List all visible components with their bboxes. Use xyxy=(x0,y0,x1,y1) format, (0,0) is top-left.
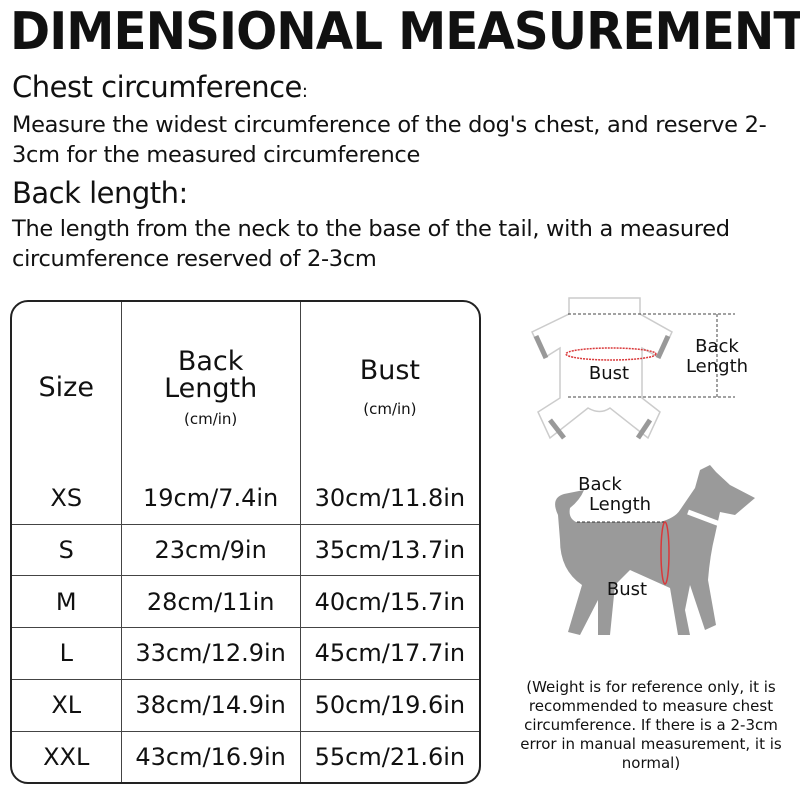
back-length-cell: 33cm/12.9in xyxy=(120,627,301,680)
header-bust-label: Bust xyxy=(359,355,421,387)
bust-ellipse xyxy=(565,347,657,361)
dog-diagram: Back Length Bust xyxy=(555,465,755,635)
header-back-length: Back Length (cm/in) xyxy=(120,302,301,474)
header-size: Size xyxy=(12,302,122,474)
chest-heading-text: Chest circumference xyxy=(12,70,302,104)
table-row: M 28cm/11in 40cm/15.7in xyxy=(12,575,479,629)
bust-cell: 50cm/19.6in xyxy=(299,678,479,732)
table-row: XXL 43cm/16.9in 55cm/21.6in xyxy=(12,730,479,782)
dog-silhouette xyxy=(555,465,755,635)
dog-back-label-1: Back xyxy=(578,474,622,495)
size-table: Size Back Length (cm/in) Bust (cm/in) XS 19… xyxy=(10,300,481,784)
garment-cuffs xyxy=(533,334,671,440)
garment-bust-label: Bust xyxy=(589,363,629,384)
back-description: The length from the neck to the base of … xyxy=(12,216,730,272)
size-cell: XS xyxy=(12,473,122,525)
chest-heading: Chest circumference: xyxy=(12,70,308,104)
garment-back-label-2: Length xyxy=(686,356,748,377)
weight-note: (Weight is for reference only, it is rec… xyxy=(520,678,782,772)
size-cell: XL xyxy=(12,678,122,732)
bust-cell: 30cm/11.8in xyxy=(299,473,479,525)
garment-outline xyxy=(531,297,673,440)
header-size-label: Size xyxy=(38,372,94,404)
header-bust-unit: (cm/in) xyxy=(363,400,417,419)
chest-colon: : xyxy=(301,81,308,102)
header-back-label: Back Length xyxy=(164,345,258,404)
back-length-cell: 28cm/11in xyxy=(120,575,301,629)
table-row: S 23cm/9in 35cm/13.7in xyxy=(12,523,479,577)
chest-description: Measure the widest circumference of the … xyxy=(12,112,767,168)
back-length-cell: 38cm/14.9in xyxy=(120,678,301,732)
table-row: XS 19cm/7.4in 30cm/11.8in xyxy=(12,473,479,525)
back-length-cell: 23cm/9in xyxy=(120,523,301,577)
dog-bust-label: Bust xyxy=(607,579,647,600)
back-length-marker xyxy=(568,313,735,398)
header-back-unit: (cm/in) xyxy=(183,409,238,428)
size-cell: M xyxy=(12,575,122,629)
bust-cell: 40cm/15.7in xyxy=(299,575,479,629)
bust-cell: 45cm/17.7in xyxy=(299,627,479,680)
table-row: L 33cm/12.9in 45cm/17.7in xyxy=(12,627,479,680)
dog-back-label-2: Length xyxy=(589,494,651,515)
garment-diagram: Bust Back Length xyxy=(531,297,748,440)
bust-cell: 35cm/13.7in xyxy=(299,523,479,577)
size-cell: L xyxy=(12,627,122,680)
table-header-row: Size Back Length (cm/in) Bust (cm/in) xyxy=(12,302,479,474)
back-length-cell: 43cm/16.9in xyxy=(120,730,301,782)
header-bust: Bust (cm/in) xyxy=(299,302,479,474)
dog-collar xyxy=(687,509,726,529)
bust-cell: 55cm/21.6in xyxy=(299,730,479,782)
back-length-cell: 19cm/7.4in xyxy=(120,473,301,525)
dog-bust-ellipse xyxy=(660,521,670,585)
back-heading: Back length: xyxy=(12,176,188,210)
table-row: XL 38cm/14.9in 50cm/19.6in xyxy=(12,678,479,732)
size-cell: XXL xyxy=(12,730,122,782)
garment-back-label-1: Back xyxy=(695,336,739,357)
page-title: DIMENSIONAL MEASUREMENT xyxy=(10,2,800,62)
size-cell: S xyxy=(12,523,122,577)
